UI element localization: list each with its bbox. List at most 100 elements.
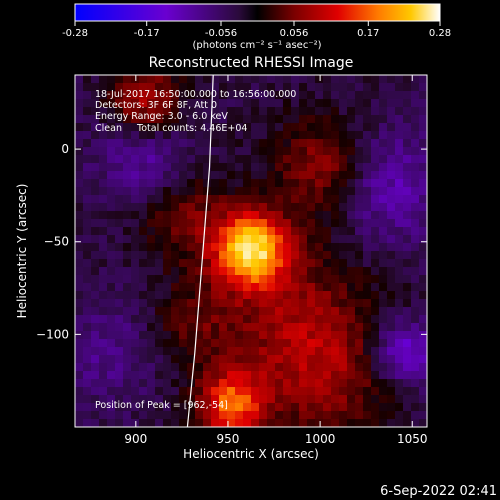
heatmap-pixel xyxy=(411,139,420,148)
heatmap-pixel xyxy=(267,147,276,156)
heatmap-pixel xyxy=(83,355,92,364)
heatmap-pixel xyxy=(307,179,316,188)
heatmap-pixel xyxy=(283,307,292,316)
heatmap-pixel xyxy=(75,187,84,196)
heatmap-pixel xyxy=(123,99,132,108)
heatmap-pixel xyxy=(243,259,252,268)
heatmap-pixel xyxy=(163,227,172,236)
heatmap-pixel xyxy=(171,291,180,300)
heatmap-pixel xyxy=(387,339,396,348)
heatmap-pixel xyxy=(339,307,348,316)
heatmap-pixel xyxy=(155,331,164,340)
heatmap-pixel xyxy=(203,131,212,140)
heatmap-pixel xyxy=(283,259,292,268)
heatmap-pixel xyxy=(371,315,380,324)
heatmap-pixel xyxy=(155,83,164,92)
heatmap-pixel xyxy=(139,315,148,324)
heatmap-pixel xyxy=(411,355,420,364)
heatmap-pixel xyxy=(283,347,292,356)
heatmap-pixel xyxy=(91,179,100,188)
heatmap-pixel xyxy=(251,203,260,212)
heatmap-pixel xyxy=(179,75,188,84)
heatmap-pixel xyxy=(315,91,324,100)
heatmap-pixel xyxy=(195,251,204,260)
heatmap-pixel xyxy=(419,243,427,252)
heatmap-pixel xyxy=(195,387,204,396)
heatmap-pixel xyxy=(395,259,404,268)
heatmap-pixel xyxy=(251,83,260,92)
heatmap-pixel xyxy=(123,211,132,220)
heatmap-pixel xyxy=(75,371,84,380)
heatmap-pixel xyxy=(291,171,300,180)
heatmap-pixel xyxy=(219,211,228,220)
heatmap-pixel xyxy=(147,331,156,340)
heatmap-pixel xyxy=(107,91,116,100)
heatmap-pixel xyxy=(275,75,284,84)
heatmap-pixel xyxy=(299,243,308,252)
heatmap-pixel xyxy=(107,227,116,236)
heatmap-pixel xyxy=(403,347,412,356)
heatmap-pixel xyxy=(187,259,196,268)
heatmap-pixel xyxy=(211,139,220,148)
heatmap-pixel xyxy=(187,155,196,164)
heatmap-pixel xyxy=(203,227,212,236)
heatmap-pixel xyxy=(227,387,236,396)
heatmap-pixel xyxy=(227,243,236,252)
heatmap-pixel xyxy=(419,155,427,164)
heatmap-pixel xyxy=(179,163,188,172)
heatmap-pixel xyxy=(139,163,148,172)
heatmap-pixel xyxy=(307,131,316,140)
heatmap-pixel xyxy=(371,123,380,132)
heatmap-pixel xyxy=(403,147,412,156)
heatmap-pixel xyxy=(163,203,172,212)
heatmap-pixel xyxy=(307,147,316,156)
heatmap-pixel xyxy=(203,235,212,244)
heatmap-pixel xyxy=(83,419,92,427)
heatmap-pixel xyxy=(251,243,260,252)
heatmap-pixel xyxy=(123,115,132,124)
heatmap-pixel xyxy=(411,243,420,252)
heatmap-pixel xyxy=(91,155,100,164)
heatmap-pixel xyxy=(371,323,380,332)
heatmap-pixel xyxy=(419,411,427,420)
heatmap-pixel xyxy=(259,371,268,380)
heatmap-pixel xyxy=(171,363,180,372)
heatmap-pixel xyxy=(403,203,412,212)
heatmap-pixel xyxy=(267,163,276,172)
heatmap-pixel xyxy=(355,131,364,140)
heatmap-pixel xyxy=(283,363,292,372)
heatmap-pixel xyxy=(379,139,388,148)
heatmap-pixel xyxy=(91,291,100,300)
heatmap-pixel xyxy=(195,115,204,124)
heatmap-pixel xyxy=(107,123,116,132)
heatmap-pixel xyxy=(187,291,196,300)
heatmap-pixel xyxy=(299,347,308,356)
heatmap-pixel xyxy=(227,339,236,348)
heatmap-pixel xyxy=(331,187,340,196)
heatmap-pixel xyxy=(75,107,84,116)
heatmap-pixel xyxy=(131,411,140,420)
heatmap-pixel xyxy=(155,315,164,324)
heatmap-pixel xyxy=(179,323,188,332)
heatmap-pixel xyxy=(411,147,420,156)
heatmap-pixel xyxy=(235,99,244,108)
heatmap-pixel xyxy=(235,235,244,244)
heatmap-pixel xyxy=(195,347,204,356)
heatmap-pixel xyxy=(411,115,420,124)
heatmap-pixel xyxy=(403,411,412,420)
heatmap-pixel xyxy=(139,379,148,388)
heatmap-pixel xyxy=(195,419,204,427)
heatmap-pixel xyxy=(155,323,164,332)
heatmap-pixel xyxy=(179,379,188,388)
heatmap-pixel xyxy=(371,219,380,228)
heatmap-pixel xyxy=(387,195,396,204)
heatmap-pixel xyxy=(315,315,324,324)
heatmap-pixel xyxy=(219,259,228,268)
heatmap-pixel xyxy=(355,291,364,300)
heatmap-pixel xyxy=(75,403,84,412)
heatmap-pixel xyxy=(179,259,188,268)
heatmap-pixel xyxy=(379,267,388,276)
heatmap-pixel xyxy=(259,123,268,132)
heatmap-pixel xyxy=(179,243,188,252)
heatmap-pixel xyxy=(307,331,316,340)
